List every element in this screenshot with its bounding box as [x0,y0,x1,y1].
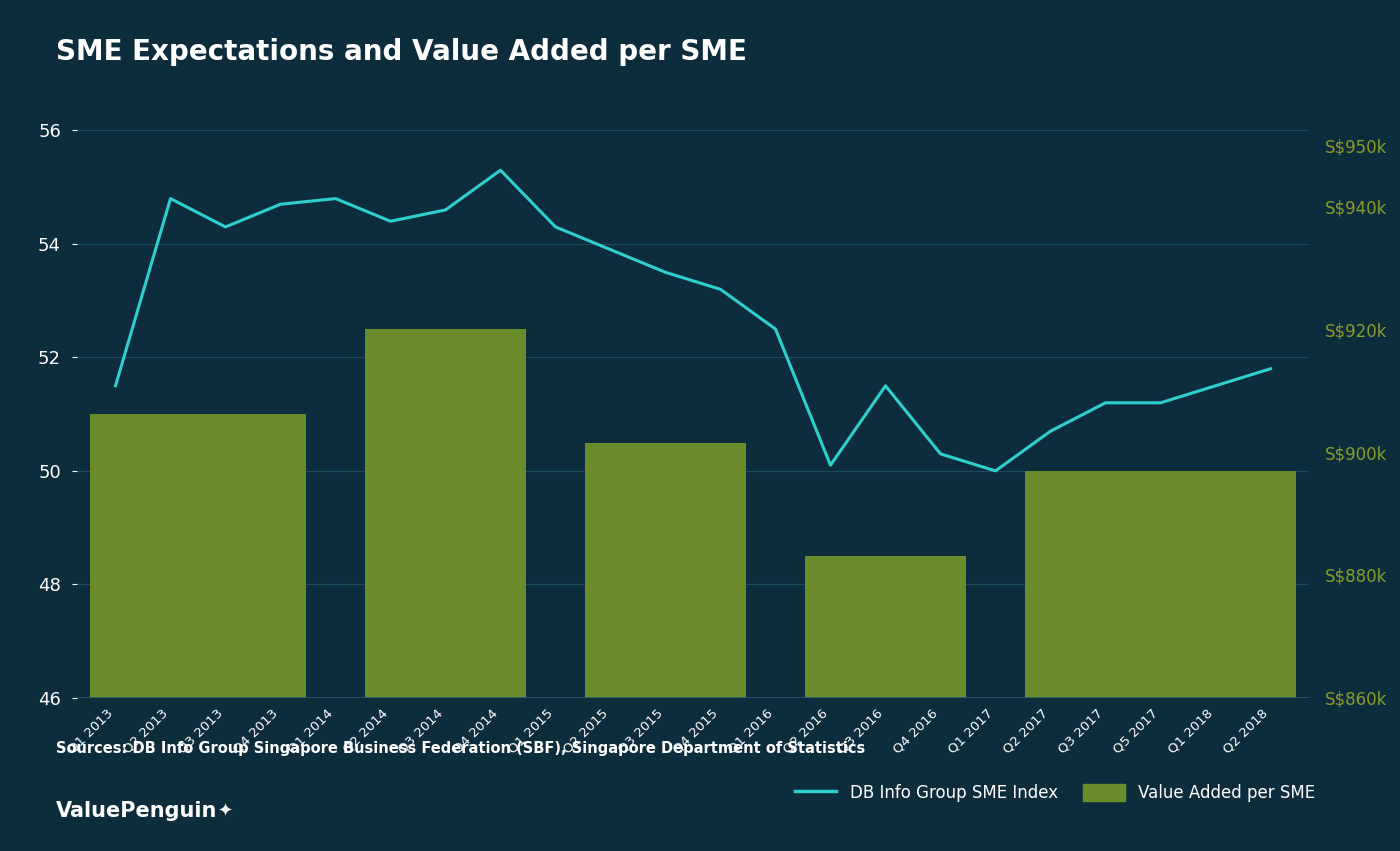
Text: SME Expectations and Value Added per SME: SME Expectations and Value Added per SME [56,37,746,66]
Bar [365,329,526,698]
Bar [1025,471,1296,698]
Legend: DB Info Group SME Index, Value Added per SME: DB Info Group SME Index, Value Added per… [788,777,1322,808]
Bar [585,443,746,698]
Text: ✦: ✦ [217,803,232,821]
Bar [90,414,305,698]
Text: ValuePenguin: ValuePenguin [56,801,217,821]
Text: Sources: DB Info Group Singapore Business Federation (SBF), Singapore Department: Sources: DB Info Group Singapore Busines… [56,741,865,757]
Bar [805,556,966,698]
